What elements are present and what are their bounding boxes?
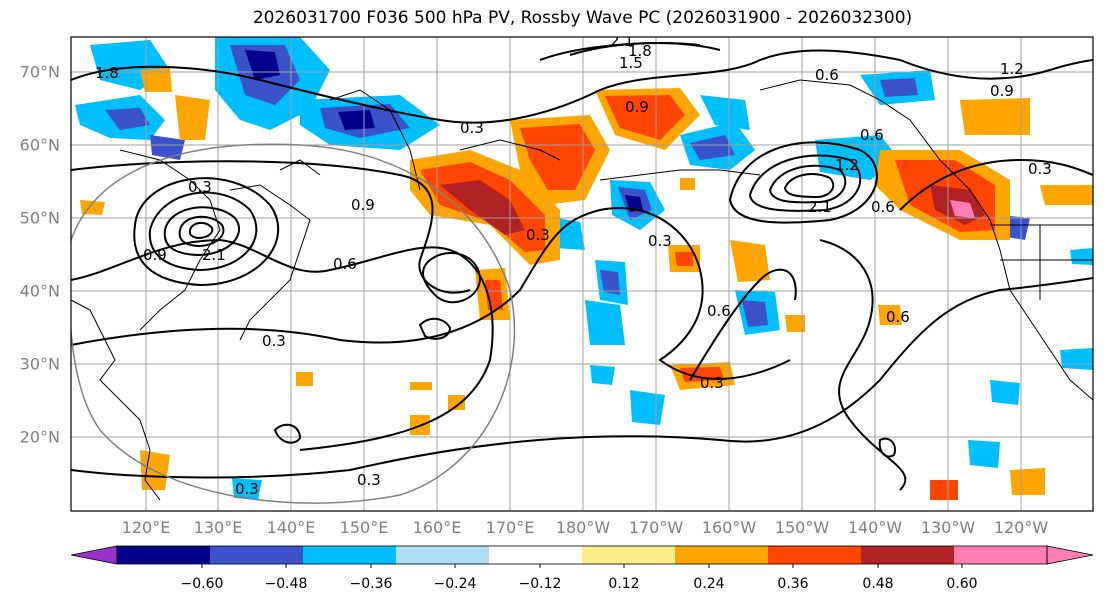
svg-text:0.6: 0.6 <box>886 308 910 326</box>
colorbar-cell <box>303 546 397 564</box>
svg-text:0.3: 0.3 <box>1028 160 1052 178</box>
svg-text:0.3: 0.3 <box>526 226 550 244</box>
lon-label-120w: 120°W <box>993 518 1049 537</box>
colorbar-tick: 0.36 <box>777 576 809 592</box>
svg-text:1.8: 1.8 <box>95 64 119 82</box>
negative-anomalies <box>75 37 1093 500</box>
svg-text:0.3: 0.3 <box>235 480 259 498</box>
lon-label-150w: 150°W <box>774 518 830 537</box>
svg-text:1.8: 1.8 <box>628 42 652 60</box>
svg-text:0.6: 0.6 <box>815 66 839 84</box>
lon-label-140w: 140°W <box>847 518 903 537</box>
lon-label-130w: 130°W <box>920 518 976 537</box>
lon-label-160e: 160°E <box>412 518 462 537</box>
lat-label-50: 50°N <box>19 208 60 228</box>
colorbar-cell <box>489 546 583 564</box>
pv-contours <box>71 42 1093 491</box>
lon-label-130e: 130°E <box>193 518 243 537</box>
map-frame <box>70 36 1094 512</box>
colorbar-cell <box>861 546 955 564</box>
colorbar-extend-high <box>1046 545 1094 565</box>
lon-label-120e: 120°E <box>121 518 171 537</box>
colorbar-cell <box>954 546 1048 564</box>
svg-text:1.2: 1.2 <box>1000 60 1024 78</box>
colorbar-tick: 0.12 <box>608 576 640 592</box>
lon-label-140e: 140°E <box>266 518 316 537</box>
svg-text:0.3: 0.3 <box>648 232 672 250</box>
svg-text:1.5: 1.5 <box>619 54 643 72</box>
svg-text:2.1: 2.1 <box>202 246 226 264</box>
lon-label-150e: 150°E <box>339 518 389 537</box>
lat-label-40: 40°N <box>19 281 60 301</box>
lat-label-60: 60°N <box>19 135 60 155</box>
colorbar-frame <box>116 545 1048 565</box>
svg-text:0.6: 0.6 <box>871 198 895 216</box>
colorbar-tick: −0.24 <box>433 576 477 592</box>
colorbar-extend-low <box>70 545 118 565</box>
contour-labels: 0.3 0.3 0.3 0.3 0.3 0.3 0.3 0.3 0.3 0.6 … <box>95 32 1052 498</box>
lon-label-170w: 170°W <box>628 518 684 537</box>
lon-label-180w: 180°W <box>555 518 611 537</box>
lat-label-20: 20°N <box>19 427 60 447</box>
svg-text:0.9: 0.9 <box>990 82 1014 100</box>
graticule <box>71 37 1093 511</box>
svg-text:0.9: 0.9 <box>143 246 167 264</box>
colorbar-cell <box>396 546 490 564</box>
coastlines <box>71 79 1093 501</box>
svg-text:0.3: 0.3 <box>357 471 381 489</box>
svg-text:0.6: 0.6 <box>333 255 357 273</box>
svg-text:1.2: 1.2 <box>835 156 859 174</box>
lat-label-70: 70°N <box>19 62 60 82</box>
colorbar-cell <box>117 546 211 564</box>
lat-label-30: 30°N <box>19 354 60 374</box>
map-title: 2026031700 F036 500 hPa PV, Rossby Wave … <box>252 8 913 28</box>
colorbar-cell <box>675 546 769 564</box>
svg-text:2.1: 2.1 <box>610 32 634 50</box>
svg-text:0.3: 0.3 <box>700 374 724 392</box>
svg-text:0.3: 0.3 <box>188 178 212 196</box>
colorbar-tick: −0.36 <box>349 576 393 592</box>
colorbar-tick: 0.24 <box>693 576 725 592</box>
lon-label-170e: 170°E <box>485 518 535 537</box>
svg-text:0.3: 0.3 <box>460 119 484 137</box>
colorbar-cell <box>582 546 676 564</box>
colorbar-tick: −0.60 <box>180 576 224 592</box>
colorbar-tick: −0.12 <box>518 576 562 592</box>
svg-text:0.9: 0.9 <box>351 196 375 214</box>
verification-circle <box>71 143 516 504</box>
colorbar-tick: −0.48 <box>264 576 308 592</box>
colorbar-tick: 0.48 <box>862 576 894 592</box>
colorbar-cell <box>210 546 304 564</box>
lon-label-160w: 160°W <box>701 518 757 537</box>
colorbar-cell <box>768 546 862 564</box>
svg-text:0.3: 0.3 <box>262 332 286 350</box>
svg-text:0.9: 0.9 <box>625 98 649 116</box>
svg-text:0.6: 0.6 <box>707 302 731 320</box>
svg-text:2.1: 2.1 <box>808 198 832 216</box>
colorbar-tick: 0.60 <box>946 576 978 592</box>
svg-text:0.6: 0.6 <box>860 126 884 144</box>
